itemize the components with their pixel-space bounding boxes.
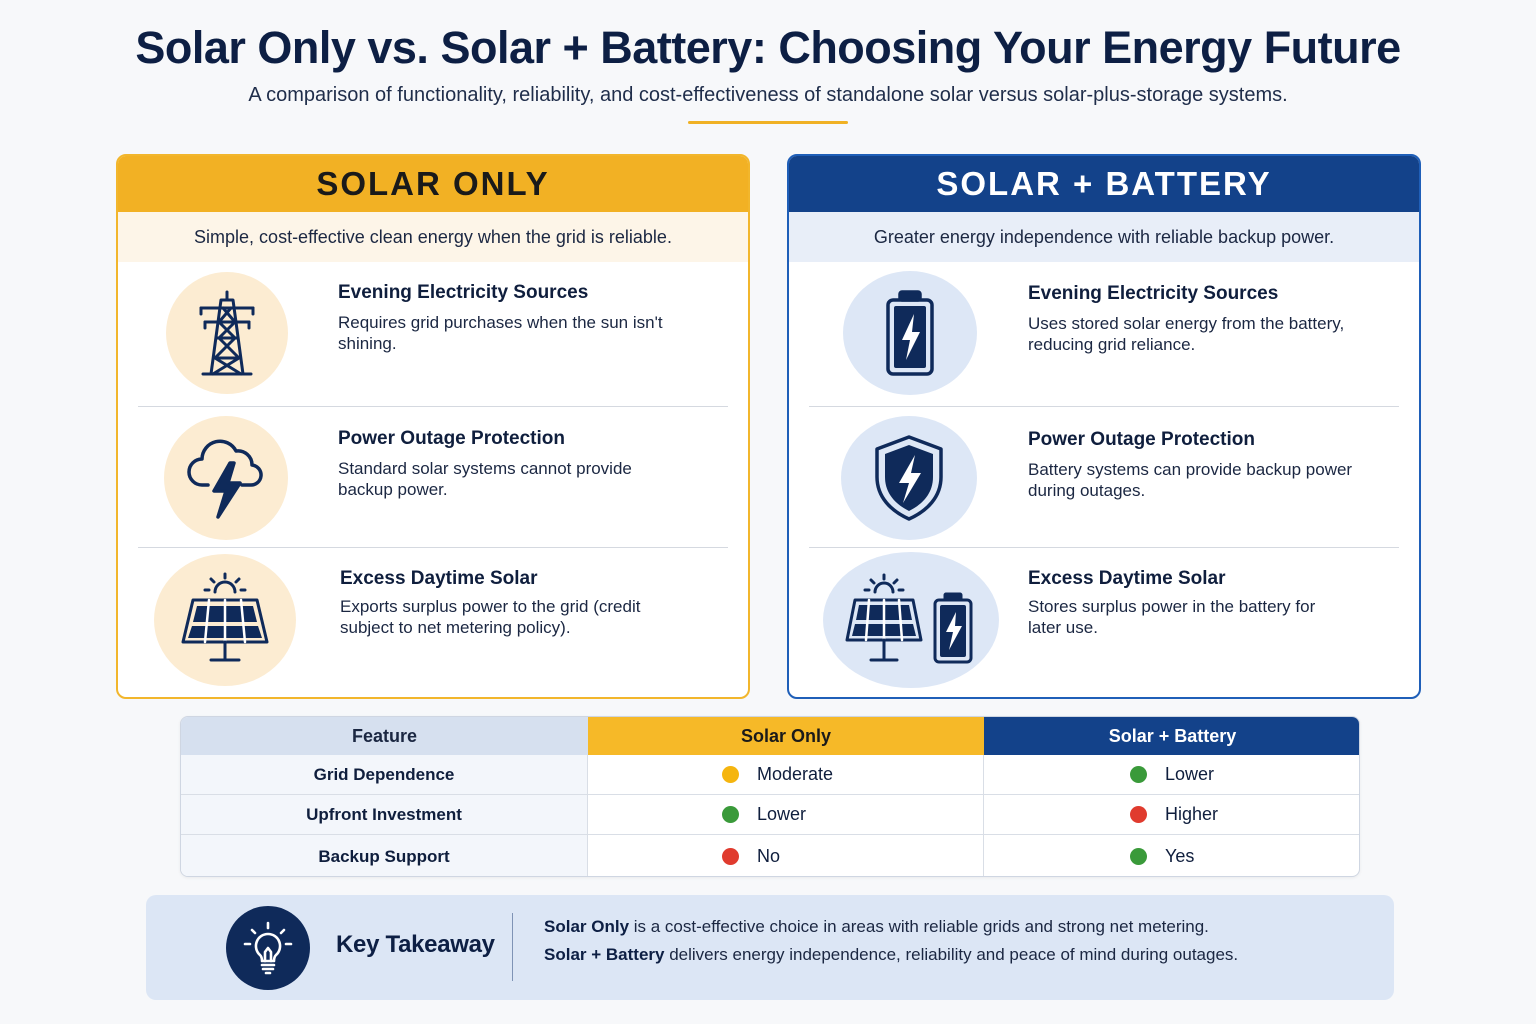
table-cell-solar-only: Lower — [588, 795, 984, 834]
status-dot-good — [722, 806, 739, 823]
battery-row-evening-text: Uses stored solar energy from the batter… — [1028, 314, 1345, 354]
storm-cloud-lightning-icon — [164, 416, 288, 540]
table-cell-value: Higher — [1165, 804, 1219, 824]
solar-only-panel-title: SOLAR ONLY — [118, 156, 748, 212]
table-cell-feature: Backup Support — [181, 835, 588, 876]
solar-panel-battery-icon — [823, 552, 999, 688]
solar-battery-panel-title: SOLAR + BATTERY — [789, 156, 1419, 212]
title-accent-divider — [688, 121, 848, 124]
takeaway-solar-battery-label: Solar + Battery — [544, 945, 665, 964]
solar-row-outage-text: Standard solar systems cannot provide ba… — [338, 459, 632, 499]
table-cell-value: No — [757, 846, 781, 866]
solar-row-outage: Power Outage Protection Standard solar s… — [138, 408, 728, 548]
table-row: Upfront Investment Lower Higher — [181, 795, 1359, 835]
page-subtitle: A comparison of functionality, reliabili… — [248, 84, 1288, 106]
takeaway-solar-only-label: Solar Only — [544, 917, 630, 936]
transmission-tower-icon — [166, 272, 288, 394]
solar-only-tagline: Simple, cost-effective clean energy when… — [118, 212, 748, 262]
table-cell-value: Moderate — [757, 764, 834, 784]
solar-battery-panel: SOLAR + BATTERY Greater energy independe… — [787, 154, 1421, 699]
table-header-row: Feature Solar Only Solar + Battery — [181, 717, 1359, 755]
solar-panel-icon — [154, 554, 296, 686]
status-dot-good — [1130, 766, 1147, 783]
solar-row-divider — [138, 547, 728, 548]
battery-row-evening-title: Evening Electricity Sources — [1028, 283, 1279, 304]
solar-row-excess-text: Exports surplus power to the grid (credi… — [340, 597, 641, 637]
table-header-feature: Feature — [181, 717, 588, 755]
battery-row-outage-title: Power Outage Protection — [1028, 429, 1255, 450]
key-takeaway-box: Key Takeaway Solar Only is a cost-effect… — [146, 895, 1394, 1000]
table-header-solar-battery: Solar + Battery — [984, 717, 1359, 755]
status-dot-moderate — [722, 766, 739, 783]
table-cell-feature: Upfront Investment — [181, 795, 588, 834]
key-takeaway-divider — [512, 913, 513, 981]
status-dot-bad — [722, 848, 739, 865]
table-cell-feature: Grid Dependence — [181, 755, 588, 794]
status-dot-good — [1130, 848, 1147, 865]
table-cell-value: Yes — [1165, 846, 1195, 866]
status-dot-bad — [1130, 806, 1147, 823]
table-cell-solar-only: Moderate — [588, 755, 984, 794]
solar-row-outage-title: Power Outage Protection — [338, 428, 565, 449]
shield-bolt-icon — [841, 416, 977, 540]
table-cell-value: Lower — [757, 804, 807, 824]
table-row: Backup Support No Yes — [181, 835, 1359, 876]
solar-only-panel: SOLAR ONLY Simple, cost-effective clean … — [116, 154, 750, 699]
battery-row-outage: Power Outage Protection Battery systems … — [809, 408, 1399, 548]
table-row: Grid Dependence Moderate Lower — [181, 755, 1359, 795]
battery-row-excess-title: Excess Daytime Solar — [1028, 568, 1226, 589]
table-header-solar-only: Solar Only — [588, 717, 984, 755]
battery-row-divider — [809, 406, 1399, 407]
battery-row-evening: Evening Electricity Sources Uses stored … — [809, 264, 1399, 404]
solar-row-evening-text: Requires grid purchases when the sun isn… — [338, 313, 663, 353]
battery-bolt-icon — [843, 271, 977, 395]
table-cell-value: Lower — [1165, 764, 1215, 784]
solar-row-evening-title: Evening Electricity Sources — [338, 282, 589, 303]
takeaway-solar-battery-text: delivers energy independence, reliabilit… — [664, 945, 1239, 964]
table-cell-solar-only: No — [588, 835, 984, 876]
page-title: Solar Only vs. Solar + Battery: Choosing… — [135, 22, 1401, 73]
key-takeaway-label: Key Takeaway — [336, 931, 495, 958]
battery-row-divider — [809, 547, 1399, 548]
key-takeaway-line-2: Solar + Battery delivers energy independ… — [544, 945, 1238, 965]
solar-battery-tagline: Greater energy independence with reliabl… — [789, 212, 1419, 262]
solar-row-excess: Excess Daytime Solar Exports surplus pow… — [138, 548, 728, 688]
takeaway-solar-only-text: is a cost-effective choice in areas with… — [629, 917, 1209, 936]
battery-row-excess: Excess Daytime Solar Stores surplus powe… — [809, 548, 1399, 688]
solar-row-evening: Evening Electricity Sources Requires gri… — [138, 264, 728, 404]
solar-row-excess-title: Excess Daytime Solar — [340, 568, 538, 589]
table-cell-solar-battery: Yes — [984, 835, 1359, 876]
comparison-table: Feature Solar Only Solar + Battery Grid … — [180, 716, 1360, 877]
battery-row-excess-text: Stores surplus power in the battery for … — [1028, 597, 1316, 637]
lightbulb-icon — [226, 906, 310, 990]
table-cell-solar-battery: Higher — [984, 795, 1359, 834]
battery-row-outage-text: Battery systems can provide backup power… — [1028, 460, 1353, 500]
table-cell-solar-battery: Lower — [984, 755, 1359, 794]
solar-row-divider — [138, 406, 728, 407]
key-takeaway-line-1: Solar Only is a cost-effective choice in… — [544, 917, 1209, 937]
